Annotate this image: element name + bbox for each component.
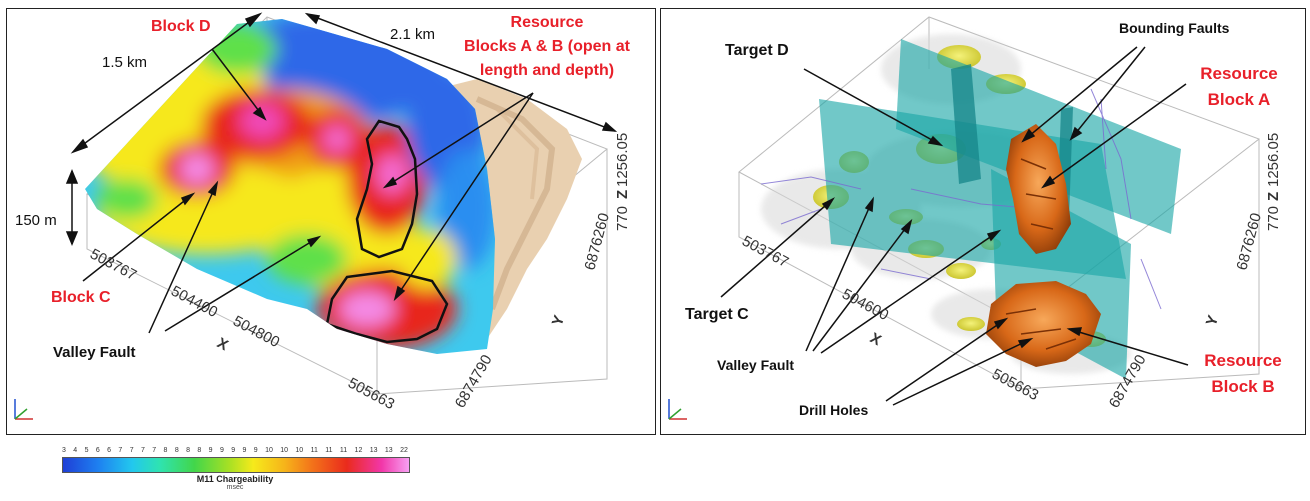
colorbar-tick: 10 [265, 447, 273, 454]
leader-lines [720, 46, 1189, 406]
colorbar-tick: 5 [84, 447, 89, 454]
colorbar-tick-labels: 3 4 5 6 6 7 7 7 7 8 8 8 8 9 9 9 9 9 10 10 10 11 11 11 12 13 13 22 [62, 447, 408, 456]
x-axis-label: X [214, 335, 231, 355]
colorbar-tick: 11 [325, 447, 333, 454]
y-axis-label: Y [1203, 313, 1222, 328]
z-axis-label: Z [1265, 192, 1282, 201]
orientation-triad-icon [14, 399, 33, 420]
colorbar-tick: 9 [208, 447, 213, 454]
x-tick-505663: 505663 [345, 375, 397, 414]
y-tick-6874790: 6874790 [452, 352, 496, 411]
y-tick-6876260: 6876260 [581, 211, 613, 272]
x-tick-503767: 503767 [739, 233, 791, 272]
colorbar-tick: 9 [231, 447, 236, 454]
colorbar-tick: 6 [107, 447, 112, 454]
z-tick-770: 770 [614, 206, 631, 231]
dimension-label-150m: 150 m [15, 212, 57, 229]
z-tick-1256: 1256.05 [614, 133, 631, 187]
x-tick-504400: 504400 [168, 283, 220, 322]
orientation-triad-icon [668, 399, 687, 420]
z-tick-1256: 1256.05 [1265, 133, 1282, 187]
3d-model-panel: Target D Bounding Faults Resource Block … [660, 8, 1306, 435]
z-tick-770: 770 [1265, 206, 1282, 231]
colorbar-tick: 6 [95, 447, 100, 454]
colorbar-gradient [62, 457, 410, 473]
label-resource-b-line2: Block B [1211, 377, 1274, 396]
x-axis-label: X [867, 330, 884, 350]
label-resource-line2: Blocks A & B (open at [464, 38, 631, 55]
colorbar-tick: 8 [197, 447, 202, 454]
colorbar-tick: 8 [186, 447, 190, 454]
label-valley-fault: Valley Fault [717, 357, 794, 373]
colorbar-tick: 7 [140, 447, 145, 454]
colorbar-tick: 7 [152, 447, 157, 454]
label-block-c: Block C [51, 289, 111, 306]
chargeability-map-panel: 1.5 km 2.1 km 150 m Block D Resource Blo… [6, 8, 656, 435]
x-tick-505663: 505663 [989, 366, 1041, 405]
label-target-c: Target C [685, 306, 749, 323]
colorbar-tick: 7 [129, 447, 134, 454]
colorbar-tick: 12 [354, 447, 363, 454]
colorbar-tick: 13 [369, 447, 378, 454]
colorbar-tick: 4 [73, 447, 78, 454]
resource-block-a-outline [355, 119, 419, 259]
colorbar-tick: 10 [295, 447, 304, 454]
resource-block-b-body [986, 281, 1101, 367]
colorbar-unit: msec [226, 484, 244, 491]
label-resource-a-line1: Resource [1200, 64, 1277, 83]
resource-block-b-outline [325, 269, 449, 344]
colorbar-tick: 7 [118, 447, 123, 454]
label-block-d: Block D [151, 18, 211, 35]
y-tick-6876260: 6876260 [1233, 211, 1265, 272]
x-tick-504800: 504800 [230, 313, 282, 352]
label-resource-b-line1: Resource [1204, 351, 1281, 370]
colorbar-tick: 3 [62, 447, 66, 454]
dimension-label-1-5km: 1.5 km [102, 54, 147, 71]
resource-block-a-body [1006, 124, 1071, 254]
dimension-label-2-1km: 2.1 km [390, 26, 435, 43]
label-resource-line1: Resource [511, 14, 584, 31]
dimension-arrows [65, 12, 618, 246]
label-target-d: Target D [725, 42, 789, 59]
colorbar-tick: 13 [384, 447, 393, 454]
colorbar-tick: 8 [163, 447, 168, 454]
3d-model-view: Target D Bounding Faults Resource Block … [668, 16, 1282, 420]
label-resource-a-line2: Block A [1208, 90, 1271, 109]
label-bounding-faults: Bounding Faults [1119, 20, 1230, 36]
leader-lines [82, 48, 534, 334]
colorbar-tick: 9 [219, 447, 224, 454]
x-tick-503767: 503767 [87, 246, 139, 285]
y-axis-label: Y [549, 313, 568, 328]
colorbar-title: M11 Chargeability [196, 474, 274, 484]
label-valley-fault: Valley Fault [53, 344, 136, 361]
colorbar-tick: 11 [310, 447, 318, 454]
label-drill-holes: Drill Holes [799, 402, 868, 418]
colorbar-tick: 9 [253, 447, 258, 454]
colorbar-tick: 22 [400, 447, 408, 454]
chargeability-3d-view: 1.5 km 2.1 km 150 m Block D Resource Blo… [14, 12, 631, 420]
z-axis-label: Z [614, 190, 631, 199]
colorbar-tick: 9 [242, 447, 247, 454]
label-resource-line3: length and depth) [480, 62, 614, 79]
colorbar-tick: 11 [339, 447, 348, 454]
colorbar-tick: 8 [174, 447, 179, 454]
colorbar-tick: 10 [280, 447, 289, 454]
